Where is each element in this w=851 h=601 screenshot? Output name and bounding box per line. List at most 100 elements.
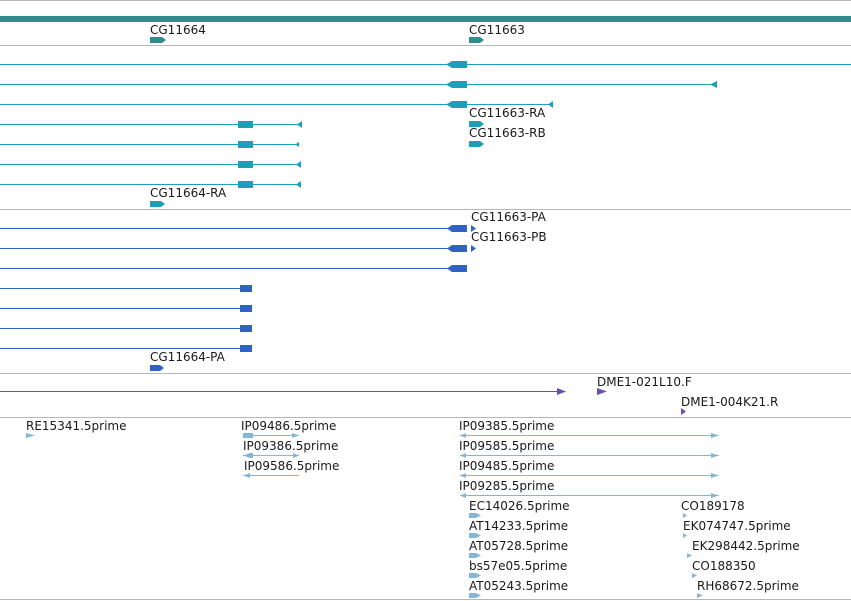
est-arrow <box>711 473 719 478</box>
gene-cg11663-arrow <box>480 37 484 43</box>
track-divider <box>0 373 851 374</box>
exon[interactable] <box>240 285 252 292</box>
est-label-at05728[interactable]: AT05728.5prime <box>469 539 569 553</box>
gene-label-cg11664[interactable]: CG11664 <box>150 23 206 37</box>
exon[interactable] <box>452 265 467 272</box>
est-arrow <box>243 473 250 478</box>
exon[interactable] <box>238 121 253 128</box>
clone-dme1-004k21-r-glyph[interactable] <box>681 408 686 415</box>
transcript-label-cg11663-rb[interactable]: CG11663-RB <box>469 126 546 140</box>
est-label-at14233[interactable]: AT14233.5prime <box>469 519 569 533</box>
protein-label-cg11663-pb[interactable]: CG11663-PB <box>471 230 547 244</box>
est-label-ek298442[interactable]: EK298442.5prime <box>692 539 800 553</box>
track-divider <box>0 209 851 210</box>
exon[interactable] <box>238 161 253 168</box>
track-divider <box>0 599 851 600</box>
gene-cg11664-glyph[interactable] <box>150 37 162 43</box>
est-ek074747-glyph[interactable] <box>683 533 687 538</box>
exon-arrow <box>161 201 165 207</box>
est-label-re15341[interactable]: RE15341.5prime <box>26 419 127 433</box>
est-at14233-glyph[interactable] <box>469 533 481 538</box>
transcript-cg11663-rb-glyph[interactable] <box>469 141 480 147</box>
est-arrow <box>711 453 719 458</box>
exon[interactable] <box>240 325 252 332</box>
est-label-ip09385[interactable]: IP09385.5prime <box>459 419 555 433</box>
exon-arrow <box>447 245 452 252</box>
exon-arrow <box>447 265 452 272</box>
est-arrow <box>711 433 719 438</box>
protein-cg11663-pb-glyph[interactable] <box>471 245 476 252</box>
est-re15341-glyph[interactable] <box>26 433 35 438</box>
exon-arrow <box>447 225 452 232</box>
exon-arrow <box>160 365 164 371</box>
clone-label-dme1-004k21-r[interactable]: DME1-004K21.R <box>681 395 779 409</box>
clone-track <box>0 388 686 415</box>
exon[interactable] <box>238 181 253 188</box>
est-co188350-glyph[interactable] <box>692 573 697 578</box>
exon[interactable] <box>452 245 467 252</box>
protein-label-cg11664-pa[interactable]: CG11664-PA <box>150 350 225 364</box>
est-co189178-glyph[interactable] <box>683 513 687 518</box>
protein-exons <box>150 225 476 371</box>
est-label-ek074747[interactable]: EK074747.5prime <box>683 519 791 533</box>
exon-arrow <box>480 121 484 127</box>
exon[interactable] <box>452 225 467 232</box>
overview-bar[interactable] <box>0 16 851 22</box>
est-label-bs57e05[interactable]: bs57e05.5prime <box>469 559 568 573</box>
exon-arrow <box>296 161 301 168</box>
exon[interactable] <box>452 81 467 88</box>
est-label-ip09386[interactable]: IP09386.5prime <box>243 439 339 453</box>
est-arrow <box>711 493 719 498</box>
est-rh68672-glyph[interactable] <box>697 593 703 598</box>
protein-label-cg11663-pa[interactable]: CG11663-PA <box>471 210 546 224</box>
transcript-cg11664-ra-glyph[interactable] <box>150 201 161 207</box>
protein-track <box>0 228 467 349</box>
exon[interactable] <box>238 141 253 148</box>
transcript-label-cg11664-ra[interactable]: CG11664-RA <box>150 186 227 200</box>
transcript-label-cg11663-ra[interactable]: CG11663-RA <box>469 106 546 120</box>
est-label-rh68672[interactable]: RH68672.5prime <box>697 579 799 593</box>
est-label-ip09486[interactable]: IP09486.5prime <box>241 419 337 433</box>
est-bs57e05-glyph[interactable] <box>469 573 481 578</box>
est-label-co188350[interactable]: CO188350 <box>692 559 756 573</box>
clone-dme1-021l10-f-glyph[interactable] <box>597 388 607 395</box>
track-divider <box>0 417 851 418</box>
est-block <box>250 453 253 458</box>
exon-arrow <box>296 181 301 188</box>
exon[interactable] <box>240 305 252 312</box>
est-ek298442-glyph[interactable] <box>687 553 692 558</box>
exon-arrow <box>446 101 452 108</box>
est-arrow <box>292 433 299 438</box>
transcript-track <box>0 64 851 185</box>
est-label-co189178[interactable]: CO189178 <box>681 499 745 513</box>
exon-arrow <box>480 141 484 147</box>
transcript-exons <box>150 61 717 207</box>
exon[interactable] <box>240 345 252 352</box>
est-at05243-glyph[interactable] <box>469 593 481 598</box>
est-label-ip09485[interactable]: IP09485.5prime <box>459 459 555 473</box>
exon-arrow <box>446 81 452 88</box>
exon[interactable] <box>452 61 467 68</box>
protein-cg11664-pa-glyph[interactable] <box>150 365 160 371</box>
est-label-ip09285[interactable]: IP09285.5prime <box>459 479 555 493</box>
est-arrow <box>293 453 299 458</box>
exon-arrow <box>710 81 717 88</box>
est-label-ip09585[interactable]: IP09585.5prime <box>459 439 555 453</box>
gene-cg11663-glyph[interactable] <box>469 37 480 43</box>
clone-label-dme1-021l10-f[interactable]: DME1-021L10.F <box>597 375 692 389</box>
est-label-ec14026[interactable]: EC14026.5prime <box>469 499 570 513</box>
exon[interactable] <box>452 101 467 108</box>
protein-cg11663-pa-glyph[interactable] <box>471 225 476 232</box>
transcript-cg11663-ra-glyph[interactable] <box>469 121 480 127</box>
clone-arrow <box>557 388 566 395</box>
exon-arrow <box>297 121 302 128</box>
est-arrow <box>243 453 250 458</box>
est-label-ip09586[interactable]: IP09586.5prime <box>244 459 340 473</box>
gene-cg11664-arrow <box>162 37 166 43</box>
est-at05728-glyph[interactable] <box>469 553 481 558</box>
est-ec14026-glyph[interactable] <box>469 513 481 518</box>
est-label-at05243[interactable]: AT05243.5prime <box>469 579 569 593</box>
gene-label-cg11663[interactable]: CG11663 <box>469 23 525 37</box>
